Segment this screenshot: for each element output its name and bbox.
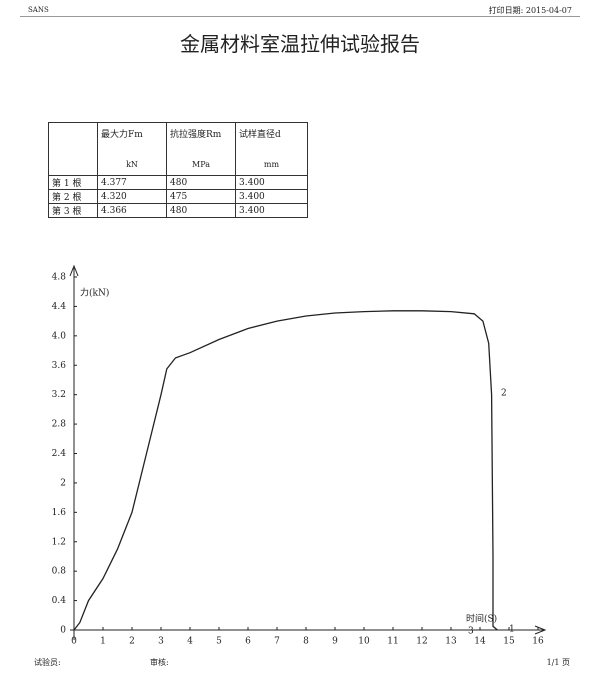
y-tick-label: 3.2 (52, 390, 66, 400)
col-unit: MPa (192, 160, 210, 169)
x-tick-label: 13 (445, 637, 457, 647)
report-title: 金属材料室温拉伸试验报告 (180, 32, 420, 56)
col-header: 抗拉强度Rm (170, 130, 222, 140)
header-rule (20, 16, 580, 17)
curve-label: 2 (501, 389, 507, 399)
y-tick-label: 4.8 (52, 273, 67, 283)
y-tick-label: 1.6 (52, 508, 67, 518)
x-tick-label: 7 (274, 637, 280, 647)
x-tick-label: 15 (503, 637, 515, 647)
results-table: 最大力Fm kN 抗拉强度Rm MPa 试样直径d mm 第 1 根 4.377 480 3… (48, 122, 308, 218)
reviewer-label: 审核: (150, 658, 169, 667)
y-tick-label: 2 (60, 478, 66, 488)
col-unit: kN (126, 160, 138, 169)
x-tick-label: 4 (187, 637, 193, 647)
doc-code: SANS (28, 6, 49, 14)
page-number: 1/1 页 (546, 658, 570, 667)
x-tick-label: 12 (416, 637, 427, 647)
x-tick-label: 10 (358, 637, 370, 647)
x-axis-label: 时间(S) (466, 613, 497, 625)
curve-label: 1 (509, 625, 515, 635)
force-curve (73, 310, 498, 631)
y-tick-label: 0 (60, 626, 66, 636)
y-tick-label: 0.8 (52, 567, 67, 577)
tester-label: 试验员: (34, 658, 61, 667)
x-tick-label: 3 (158, 637, 164, 647)
y-tick-label: 1.2 (52, 537, 66, 547)
y-tick-label: 0.4 (52, 596, 67, 606)
y-axis-label: 力(kN) (80, 287, 109, 299)
x-tick-label: 9 (332, 637, 338, 647)
y-tick-label: 4.4 (52, 302, 67, 312)
curve-label: 3 (468, 627, 474, 637)
x-tick-label: 14 (474, 637, 486, 647)
col-header: 试样直径d (239, 130, 281, 140)
col-header: 最大力Fm (101, 130, 143, 140)
x-tick-label: 11 (387, 637, 398, 647)
x-tick-label: 16 (532, 637, 544, 647)
x-tick-label: 8 (303, 637, 309, 647)
x-tick-label: 6 (245, 637, 251, 647)
x-tick-label: 2 (129, 637, 135, 647)
y-tick-label: 2.8 (52, 420, 67, 430)
x-tick-label: 0 (71, 637, 77, 647)
cell: 3.400 (235, 203, 308, 218)
y-tick-label: 2.4 (52, 449, 67, 459)
y-tick-label: 4.0 (52, 331, 67, 341)
x-tick-label: 5 (216, 637, 222, 647)
col-unit: mm (263, 160, 280, 169)
y-arrow (69, 264, 79, 277)
x-tick-label: 1 (100, 637, 106, 647)
y-tick-label: 3.6 (52, 361, 67, 371)
print-date: 打印日期: 2015-04-07 (488, 6, 572, 15)
